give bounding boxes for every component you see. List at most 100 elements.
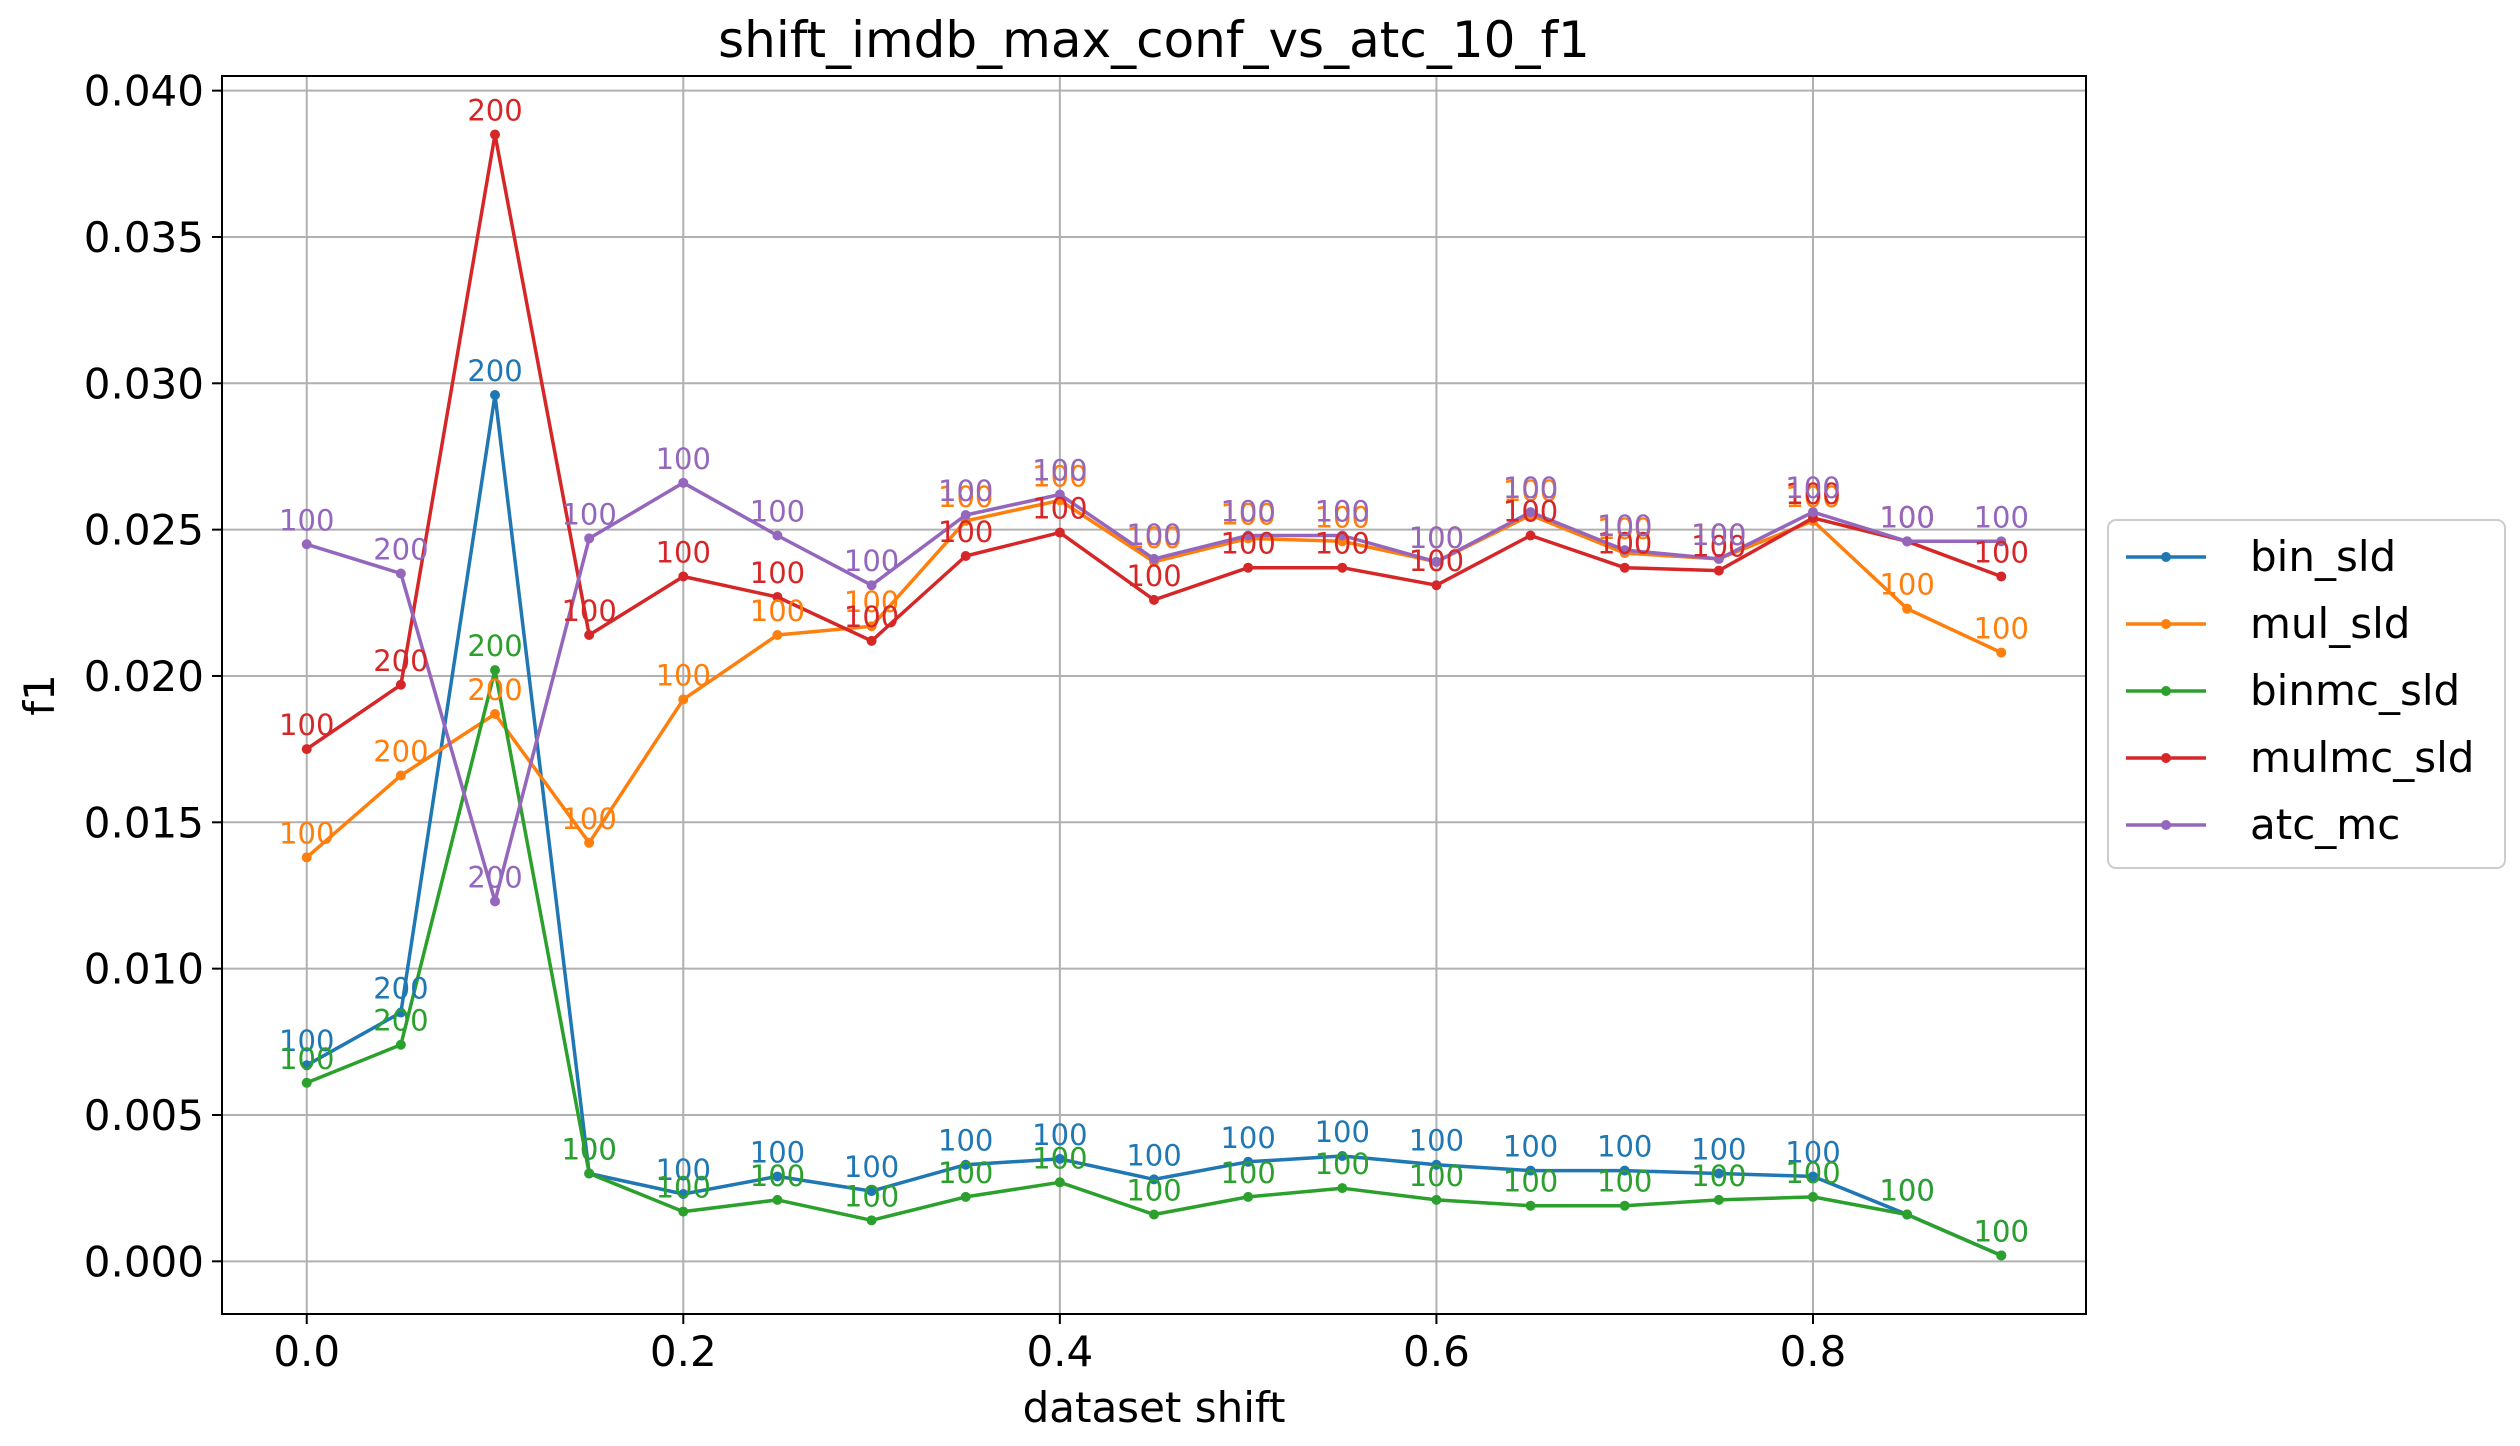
data-label: 100 <box>1691 1159 1746 1193</box>
x-tick-label: 0.2 <box>650 1327 717 1376</box>
data-label: 100 <box>1315 527 1370 561</box>
data-point <box>490 896 501 907</box>
y-tick-label: 0.010 <box>84 945 204 994</box>
data-label: 100 <box>1879 500 1934 534</box>
data-label: 100 <box>844 1150 899 1184</box>
data-label: 100 <box>1974 500 2029 534</box>
y-axis-label: f1 <box>15 674 64 716</box>
data-point <box>1431 556 1442 567</box>
legend-label: atc_mc <box>2250 800 2400 849</box>
data-label: 100 <box>656 658 711 692</box>
data-label: 200 <box>467 860 522 894</box>
data-point <box>1619 545 1630 556</box>
legend-marker <box>2161 820 2171 830</box>
legend-item: binmc_sld <box>2126 666 2460 715</box>
data-label: 100 <box>1315 1115 1370 1149</box>
y-tick-label: 0.025 <box>84 506 204 555</box>
data-label: 100 <box>561 1133 616 1167</box>
data-point <box>866 635 877 646</box>
data-label: 200 <box>373 644 428 678</box>
data-point <box>866 1215 877 1226</box>
y-tick-label: 0.005 <box>84 1091 204 1140</box>
data-point <box>301 1077 312 1088</box>
data-label: 100 <box>1691 518 1746 552</box>
data-label: 100 <box>1503 1165 1558 1199</box>
data-point <box>1807 507 1818 518</box>
data-label: 100 <box>844 585 899 619</box>
data-label: 100 <box>279 708 334 742</box>
data-label: 100 <box>561 497 616 531</box>
legend-item: mul_sld <box>2126 599 2410 648</box>
data-label: 100 <box>1785 480 1840 514</box>
data-point <box>1902 536 1913 547</box>
data-point <box>395 1007 406 1018</box>
data-label: 200 <box>373 972 428 1006</box>
data-point <box>1525 1165 1536 1176</box>
data-point <box>1619 1200 1630 1211</box>
data-label: 100 <box>1032 1118 1087 1152</box>
data-point <box>301 744 312 755</box>
data-point <box>960 1159 971 1170</box>
data-label: 100 <box>1126 518 1181 552</box>
data-label: 100 <box>1409 1159 1464 1193</box>
legend: bin_sld mul_sld binmc_sld mulmc_sld atc_mc <box>2107 519 2506 869</box>
data-label: 100 <box>1503 471 1558 505</box>
data-point <box>1243 1191 1254 1202</box>
data-point <box>1149 594 1159 605</box>
data-label: 200 <box>467 673 522 707</box>
data-label: 100 <box>750 1159 805 1193</box>
data-point <box>866 1186 877 1197</box>
data-label: 100 <box>1785 1156 1840 1190</box>
axis-ticks: 0.0 0.2 0.4 0.6 0.8 0.000 0.005 0.010 0.015 0.020… <box>84 67 1847 1376</box>
data-label: 100 <box>1315 500 1370 534</box>
data-label: 100 <box>844 544 899 578</box>
data-label: 100 <box>1126 1138 1181 1172</box>
data-point <box>1149 553 1159 564</box>
data-label: 100 <box>1503 1130 1558 1164</box>
data-point <box>1996 647 2007 658</box>
data-point <box>1149 1174 1159 1185</box>
data-point <box>490 709 501 720</box>
y-tick-label: 0.040 <box>84 67 204 116</box>
data-label: 200 <box>373 533 428 567</box>
legend-item: bin_sld <box>2126 532 2396 581</box>
x-tick-label: 0.8 <box>1780 1327 1847 1376</box>
data-point <box>1902 603 1913 614</box>
data-label: 100 <box>656 1153 711 1187</box>
data-label: 100 <box>1503 494 1558 528</box>
data-label: 100 <box>938 480 993 514</box>
data-point <box>1054 1177 1065 1188</box>
data-label: 100 <box>1691 518 1746 552</box>
data-point <box>584 1168 595 1179</box>
data-label: 100 <box>1126 521 1181 555</box>
data-label: 100 <box>1785 471 1840 505</box>
data-point <box>960 1191 971 1202</box>
data-point <box>1525 530 1536 541</box>
data-point <box>1619 562 1630 573</box>
data-point <box>395 568 406 579</box>
data-label: 100 <box>1691 1133 1746 1167</box>
data-label: 100 <box>1974 1214 2029 1248</box>
data-point <box>1619 1165 1630 1176</box>
legend-marker <box>2161 686 2171 696</box>
y-tick-label: 0.000 <box>84 1237 204 1286</box>
data-label: 100 <box>1032 492 1087 526</box>
data-point <box>772 591 783 602</box>
data-point <box>1996 1250 2007 1261</box>
data-point <box>678 571 689 582</box>
data-label: 100 <box>1879 500 1934 534</box>
data-point <box>1996 536 2007 547</box>
data-point <box>1149 1209 1159 1220</box>
data-point <box>1902 1209 1913 1220</box>
data-point <box>584 533 595 544</box>
data-point <box>1525 1200 1536 1211</box>
data-point <box>866 621 877 632</box>
data-point <box>395 1039 406 1050</box>
data-label: 100 <box>1691 530 1746 564</box>
data-point <box>1431 1194 1442 1205</box>
legend-label: mulmc_sld <box>2250 733 2474 782</box>
data-label: 100 <box>1032 454 1087 488</box>
data-label: 100 <box>750 556 805 590</box>
legend-marker <box>2161 619 2171 629</box>
